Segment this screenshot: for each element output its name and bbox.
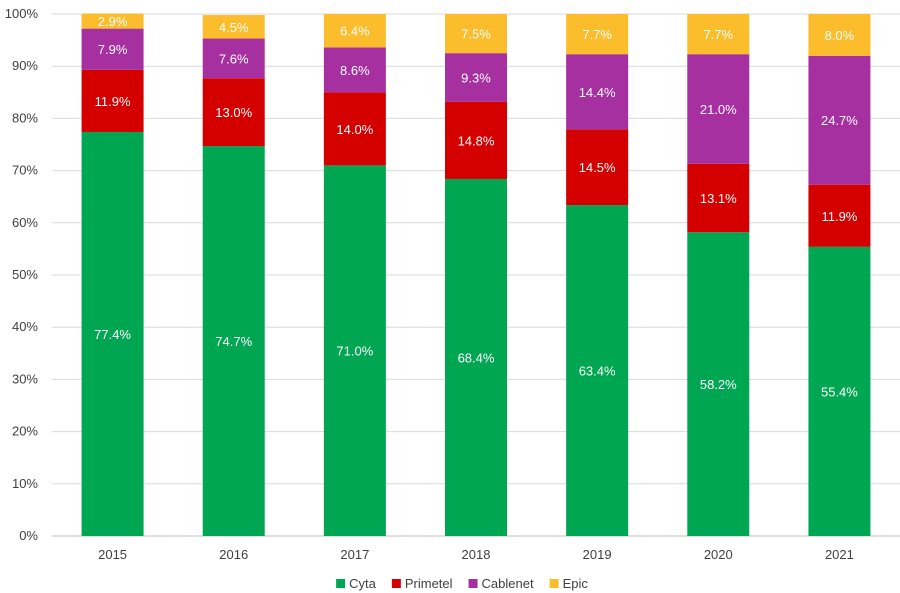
data-label: 21.0% <box>700 102 737 117</box>
bar-segment-cablenet-2016 <box>202 38 265 79</box>
data-label: 74.7% <box>215 334 252 349</box>
bar-segment-cablenet-2015 <box>81 28 144 70</box>
bar-segment-primetel-2018 <box>445 101 507 179</box>
legend: Cyta Primetel Cablenet Epic <box>336 576 588 591</box>
bar-segment-cablenet-2020 <box>687 54 750 164</box>
y-tick-label: 10% <box>12 476 38 491</box>
data-label: 7.5% <box>461 27 491 42</box>
bar-segment-primetel-2015 <box>81 69 144 132</box>
x-axis: 2015 2016 2017 2018 2019 2020 2021 <box>98 547 854 562</box>
bar-segment-cyta-2016 <box>202 146 265 537</box>
bar-segment-cablenet-2021 <box>808 55 871 185</box>
x-tick-label: 2015 <box>98 547 127 562</box>
bar-segment-cablenet-2017 <box>323 47 386 93</box>
legend-swatch-primetel <box>391 579 401 588</box>
bar-segment-epic-2020 <box>687 14 750 55</box>
data-label: 9.3% <box>461 70 491 85</box>
y-tick-label: 60% <box>12 215 38 230</box>
data-label: 8.6% <box>340 63 370 78</box>
bar-segment-primetel-2016 <box>202 78 265 147</box>
data-label: 63.4% <box>579 364 616 379</box>
bar-segment-cablenet-2019 <box>566 54 629 130</box>
bar-segment-cyta-2015 <box>81 131 144 537</box>
bar-segment-epic-2021 <box>808 14 871 56</box>
bar-segment-epic-2018 <box>445 14 507 54</box>
x-tick-label: 2016 <box>219 547 248 562</box>
y-tick-label: 90% <box>12 58 38 73</box>
legend-label-cyta: Cyta <box>349 576 377 591</box>
bar-segment-cyta-2020 <box>687 232 750 537</box>
x-tick-label: 2018 <box>462 547 491 562</box>
bar-segment-primetel-2021 <box>808 184 871 247</box>
bar-segment-epic-2016 <box>202 15 265 39</box>
bar-segment-primetel-2019 <box>566 129 629 206</box>
y-tick-label: 40% <box>12 319 38 334</box>
x-tick-label: 2021 <box>825 547 854 562</box>
data-label: 14.8% <box>458 133 495 148</box>
y-tick-label: 20% <box>12 424 38 439</box>
data-label: 11.9% <box>821 209 857 224</box>
data-label: 24.7% <box>821 113 858 128</box>
data-label: 77.4% <box>94 327 131 342</box>
bars: 77.4% 11.9% 7.9% 2.9% 74.7% 13.0% 7.6% 4.5% 71.0… <box>81 13 871 537</box>
data-label: 2.9% <box>98 14 128 29</box>
bar-segment-primetel-2017 <box>323 92 386 166</box>
data-label: 58.2% <box>700 377 737 392</box>
bar-segment-cyta-2021 <box>808 246 871 536</box>
legend-label-cablenet: Cablenet <box>482 576 534 591</box>
data-label: 14.4% <box>579 85 616 100</box>
legend-label-epic: Epic <box>563 576 589 591</box>
data-label: 7.6% <box>219 51 249 66</box>
bar-segment-primetel-2020 <box>687 163 750 233</box>
y-tick-label: 100% <box>5 6 39 21</box>
data-label: 11.9% <box>95 94 131 109</box>
y-tick-label: 0% <box>19 528 38 543</box>
data-label: 71.0% <box>336 344 373 359</box>
data-label: 6.4% <box>340 24 370 39</box>
legend-swatch-epic <box>549 579 559 588</box>
data-label: 7.9% <box>98 42 128 57</box>
data-label: 13.1% <box>700 191 737 206</box>
bar-segment-epic-2017 <box>323 14 386 48</box>
data-label: 13.0% <box>215 105 252 120</box>
x-tick-label: 2019 <box>583 547 612 562</box>
y-tick-label: 70% <box>12 163 38 178</box>
y-tick-label: 50% <box>12 267 38 282</box>
data-label: 55.4% <box>821 384 858 399</box>
bar-segment-cablenet-2018 <box>445 53 507 102</box>
bar-segment-cyta-2017 <box>323 165 386 536</box>
x-tick-label: 2017 <box>340 547 369 562</box>
data-label: 14.0% <box>336 122 373 137</box>
legend-swatch-cablenet <box>468 579 478 588</box>
legend-label-primetel: Primetel <box>405 576 453 591</box>
x-tick-label: 2020 <box>704 547 733 562</box>
y-tick-label: 80% <box>12 110 38 125</box>
bar-segment-cyta-2018 <box>445 178 507 536</box>
data-label: 7.7% <box>703 27 733 42</box>
legend-swatch-cyta <box>336 579 346 588</box>
data-label: 14.5% <box>579 160 616 175</box>
y-axis: 0% 10% 20% 30% 40% 50% 60% 70% 80% 90% 100% <box>5 6 39 543</box>
data-label: 8.0% <box>825 28 855 43</box>
data-label: 4.5% <box>219 20 249 35</box>
bar-segment-epic-2015 <box>81 13 144 29</box>
bar-segment-cyta-2019 <box>566 205 629 536</box>
data-label: 68.4% <box>458 350 495 365</box>
data-label: 7.7% <box>582 27 612 42</box>
bar-segment-epic-2019 <box>566 14 629 55</box>
y-tick-label: 30% <box>12 371 38 386</box>
